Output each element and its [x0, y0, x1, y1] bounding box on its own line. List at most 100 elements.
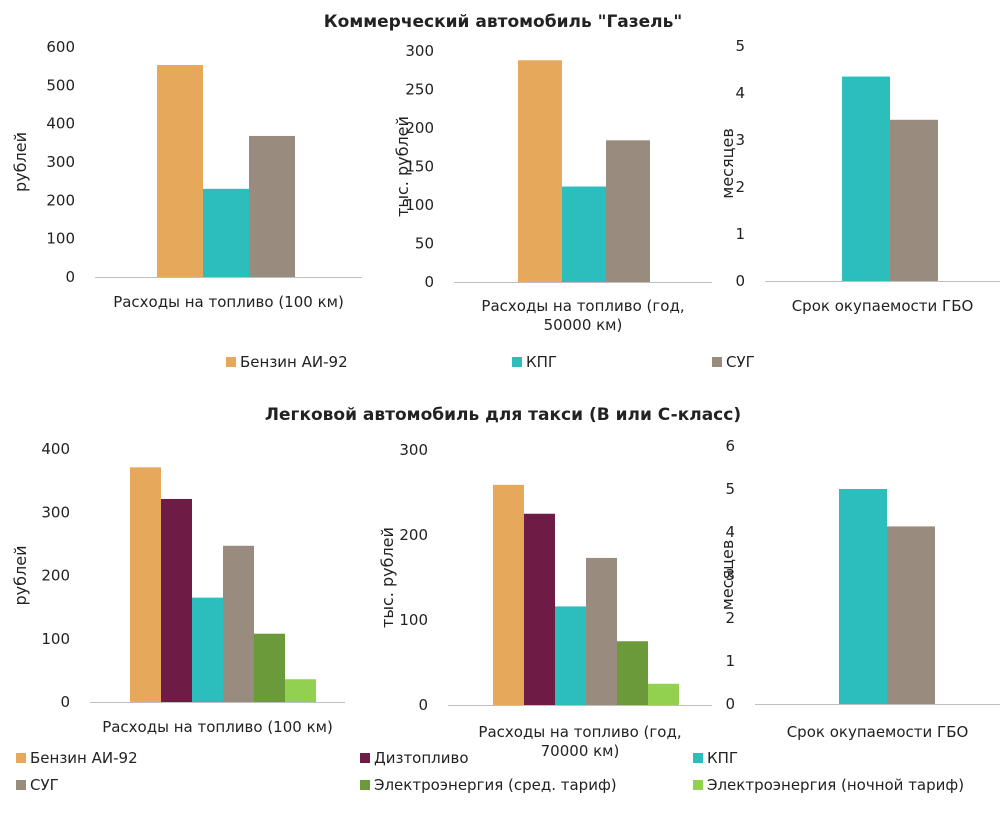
legend-0: Бензин АИ-92 КПГ СУГ: [226, 353, 755, 371]
y-tick-label: 300: [46, 153, 75, 171]
y-tick-label: 100: [405, 196, 434, 214]
y-tick-label: 5: [725, 480, 735, 498]
bar: [890, 119, 938, 281]
y-tick-label: 200: [399, 526, 428, 544]
bar: [555, 606, 586, 705]
legend-swatch: [360, 753, 370, 763]
y-tick-label: 300: [405, 42, 434, 60]
legend-item: Электроэнергия (сред. тариф): [360, 776, 617, 794]
legend-swatch: [16, 780, 26, 790]
y-tick-label: 100: [41, 630, 70, 648]
legend-swatch: [226, 357, 236, 367]
legend-label: Бензин АИ-92: [30, 749, 138, 767]
y-axis-label: тыс. рублей: [393, 116, 412, 217]
section-title-gazel: Коммерческий автомобиль "Газель": [324, 12, 683, 32]
y-tick-label: 600: [46, 38, 75, 56]
chart-3: 0 100 200 300 400 рублей Расходы на топливо (1…: [11, 440, 345, 736]
y-axis-label: рублей: [11, 546, 30, 606]
legend-label: Электроэнергия (ночной тариф): [707, 776, 964, 794]
legend-item: СУГ: [712, 353, 755, 371]
bar: [161, 498, 192, 702]
legend-label: Дизтопливо: [374, 749, 469, 767]
y-tick-label: 500: [46, 76, 75, 94]
y-tick-label: 3: [725, 566, 735, 584]
y-tick-label: 1: [725, 652, 735, 670]
bar: [606, 140, 650, 282]
y-tick-label: 0: [418, 696, 428, 714]
legend-label: СУГ: [30, 776, 59, 794]
legend-item: Электроэнергия (ночной тариф): [693, 776, 964, 794]
y-tick-label: 0: [424, 273, 434, 291]
y-axis-label: рублей: [11, 132, 30, 192]
bar: [130, 467, 161, 702]
legend-label: СУГ: [726, 353, 755, 371]
bar: [518, 60, 562, 282]
y-tick-label: 250: [405, 81, 434, 99]
legend-item: КПГ: [693, 749, 738, 767]
y-tick-label: 150: [405, 158, 434, 176]
category-label: Срок окупаемости ГБО: [787, 723, 969, 741]
bar: [839, 489, 887, 704]
chart-4: 0 100 200 300 тыс. рублей Расходы на топливо …: [378, 441, 712, 760]
bar: [254, 633, 285, 702]
chart-2: 0 1 2 3 4 5 месяцев Срок окупаемости ГБО: [718, 37, 1000, 315]
y-tick-label: 2: [725, 609, 735, 627]
bar: [524, 513, 555, 705]
y-tick-label: 200: [41, 567, 70, 585]
y-tick-label: 400: [46, 115, 75, 133]
category-label: Расходы на топливо (год,: [481, 297, 684, 315]
category-label: Расходы на топливо (100 км): [113, 293, 344, 311]
bar: [842, 76, 890, 281]
y-tick-label: 3: [735, 131, 745, 149]
category-label: 70000 км): [541, 742, 620, 760]
y-tick-label: 6: [725, 437, 735, 455]
y-tick-label: 2: [735, 178, 745, 196]
legend-swatch: [16, 753, 26, 763]
section-titles: Коммерческий автомобиль "Газель" Легково…: [265, 12, 741, 425]
y-tick-label: 50: [415, 235, 434, 253]
legend-label: Бензин АИ-92: [240, 353, 348, 371]
y-axis-label: месяцев: [718, 128, 737, 199]
bar: [285, 679, 316, 702]
category-label: Расходы на топливо (год,: [478, 723, 681, 741]
category-label: 50000 км): [544, 316, 623, 334]
y-tick-label: 4: [725, 523, 735, 541]
bar: [562, 186, 606, 282]
y-tick-label: 0: [725, 695, 735, 713]
bar: [493, 484, 524, 705]
legend-swatch: [512, 357, 522, 367]
bar: [648, 683, 679, 705]
y-tick-label: 1: [735, 225, 745, 243]
bar: [223, 545, 254, 702]
chart-1: 0 50 100 150 200 250 300 тыс. рублей Расходы на …: [393, 42, 712, 334]
y-tick-label: 400: [41, 440, 70, 458]
bar: [586, 557, 617, 705]
section-title-taxi: Легковой автомобиль для такси (B или C-к…: [265, 405, 741, 425]
legend-swatch: [360, 780, 370, 790]
chart-5: 0 1 2 3 4 5 6 месяцев Срок окупаемости ГБО: [718, 437, 1000, 741]
legends-layer: Бензин АИ-92 КПГ СУГ Бензин АИ-92 Дизтопливо…: [16, 353, 964, 794]
y-tick-label: 200: [46, 191, 75, 209]
legend-label: Электроэнергия (сред. тариф): [374, 776, 617, 794]
bar: [157, 65, 203, 278]
category-label: Срок окупаемости ГБО: [792, 297, 974, 315]
y-tick-label: 100: [399, 611, 428, 629]
legend-swatch: [693, 753, 703, 763]
y-tick-label: 0: [60, 693, 70, 711]
y-tick-label: 300: [399, 441, 428, 459]
y-axis-label: месяцев: [718, 540, 737, 611]
legend-item: Бензин АИ-92: [226, 353, 348, 371]
y-tick-label: 4: [735, 84, 745, 102]
bar: [887, 526, 935, 704]
legend-swatch: [693, 780, 703, 790]
category-label: Расходы на топливо (100 км): [102, 718, 333, 736]
y-tick-label: 5: [735, 37, 745, 55]
bar: [249, 135, 295, 277]
legend-swatch: [712, 357, 722, 367]
y-tick-label: 0: [65, 268, 75, 286]
y-tick-label: 200: [405, 119, 434, 137]
legend-item: СУГ: [16, 776, 59, 794]
legend-item: Дизтопливо: [360, 749, 469, 767]
